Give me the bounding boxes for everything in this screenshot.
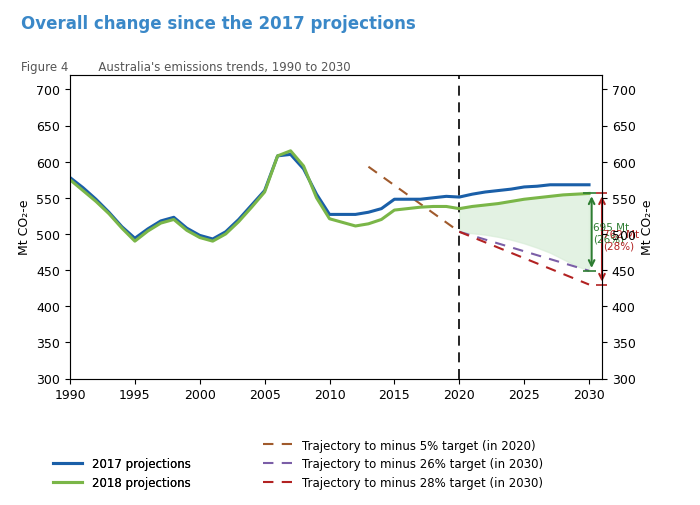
Y-axis label: Mt CO₂-e: Mt CO₂-e [641,199,654,255]
Legend: 2017 projections, 2018 projections: 2017 projections, 2018 projections [48,453,195,494]
Text: Figure 4        Australia's emissions trends, 1990 to 2030: Figure 4 Australia's emissions trends, 1… [21,61,351,74]
Text: Overall change since the 2017 projections: Overall change since the 2017 projection… [21,15,416,33]
Text: 695 Mt
(26%): 695 Mt (26%) [593,222,629,244]
Legend: Trajectory to minus 5% target (in 2020), Trajectory to minus 26% target (in 2030: Trajectory to minus 5% target (in 2020),… [258,434,547,494]
Text: 762 Mt
(28%): 762 Mt (28%) [603,229,639,251]
Y-axis label: Mt CO₂-e: Mt CO₂-e [18,199,31,255]
